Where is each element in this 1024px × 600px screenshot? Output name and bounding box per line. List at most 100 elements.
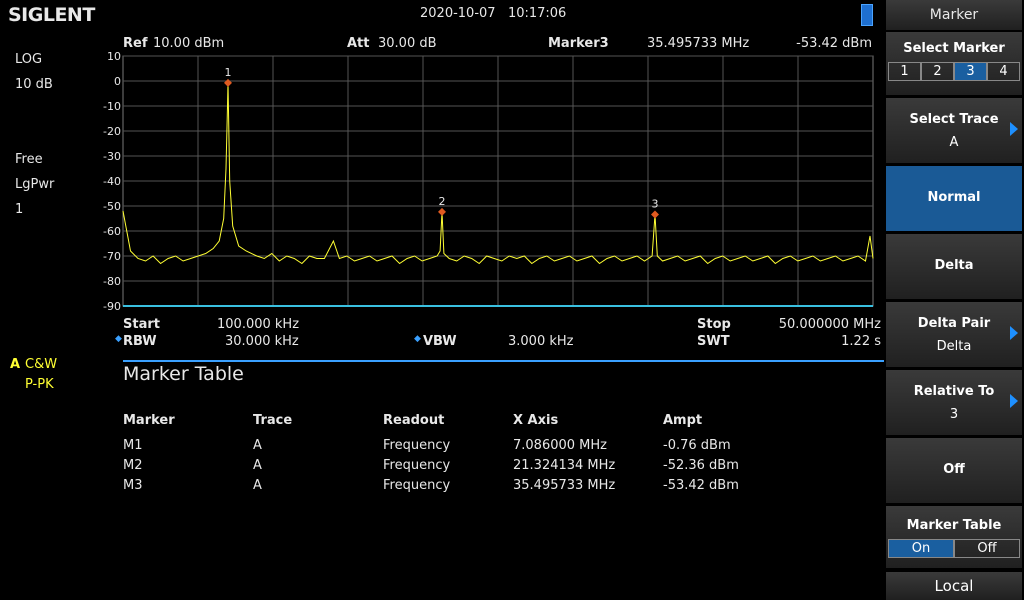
menu-title: Marker: [886, 0, 1022, 30]
table-cell: A: [253, 438, 262, 453]
scale-div: 10 dB: [15, 77, 53, 92]
delta-pair-value: Delta: [936, 339, 972, 354]
start-label: Start: [123, 317, 160, 332]
trace-id: A: [10, 357, 21, 372]
y-tick-label: -10: [103, 100, 121, 113]
marker: [651, 210, 659, 219]
column-header: X Axis: [513, 413, 559, 428]
table-cell: A: [253, 458, 262, 473]
select-trace-label: Select Trace: [909, 112, 999, 127]
vbw-label: VBW: [423, 334, 457, 349]
marker-label: 3: [652, 198, 659, 211]
table-cell: M2: [123, 458, 143, 473]
arrow: [1010, 326, 1018, 340]
y-tick-label: -70: [103, 250, 121, 263]
table-cell: 21.324134 MHz: [513, 458, 616, 473]
table-cell: M3: [123, 478, 143, 493]
marker-label: Marker3: [548, 36, 609, 51]
y-tick-label: -60: [103, 225, 121, 238]
y-tick-label: -80: [103, 275, 121, 288]
table-cell: Frequency: [383, 438, 451, 453]
marker-table-label: Marker Table: [906, 518, 1002, 533]
stop-label: Stop: [697, 317, 731, 332]
marker-option[interactable]: 2: [921, 62, 954, 81]
local[interactable]: Local: [886, 572, 1022, 600]
spectrum-plot: 10 0 -10 -20 -30 -40 -50 -60 -70 -80 -90 1 2 3: [103, 50, 874, 313]
datetime: 2020-10-07 10:17:06: [420, 6, 567, 21]
marker-ampt: -53.42 dBm: [796, 36, 872, 51]
column-header: Readout: [383, 413, 445, 428]
normal-label: Normal: [927, 190, 981, 205]
column-header: Ampt: [663, 413, 703, 428]
marker-table-toggle[interactable]: Marker Table On Off: [886, 506, 1022, 568]
y-tick-label: 0: [114, 75, 121, 88]
select-marker-label: Select Marker: [903, 41, 1005, 56]
relative-to-value: 3: [949, 407, 959, 422]
y-tick-label: -30: [103, 150, 121, 163]
vbw: 3.000 kHz: [508, 334, 574, 349]
delta-label: Delta: [934, 258, 974, 273]
marker: [224, 78, 232, 87]
swt: 1.22 s: [841, 334, 881, 349]
delta[interactable]: Delta: [886, 234, 1022, 299]
trace: [122, 82, 874, 265]
table-on[interactable]: On: [888, 539, 954, 558]
table-cell: 35.495733 MHz: [513, 478, 616, 493]
select-trace[interactable]: Select Trace A: [886, 98, 1022, 163]
delta-pair-label: Delta Pair: [917, 316, 991, 331]
rbw: 30.000 kHz: [225, 334, 299, 349]
vbw-icon: ◆: [414, 334, 421, 344]
arrow: [1010, 394, 1018, 408]
marker-option[interactable]: 3: [954, 62, 987, 81]
swt-label: SWT: [697, 334, 730, 349]
marker-option[interactable]: 1: [888, 62, 921, 81]
table-cell: 7.086000 MHz: [513, 438, 607, 453]
att: 30.00 dB: [378, 36, 437, 51]
column-header: Marker: [123, 413, 175, 428]
average: 1: [15, 202, 24, 217]
y-tick-label: -50: [103, 200, 121, 213]
marker: [438, 207, 446, 216]
select-marker[interactable]: Select Marker 1 2 3 4: [886, 32, 1022, 95]
table-off[interactable]: Off: [954, 539, 1020, 558]
table-title: Marker Table: [123, 363, 244, 385]
off[interactable]: Off: [886, 438, 1022, 503]
trace-mode: C&W: [25, 357, 58, 372]
arrow: [1010, 122, 1018, 136]
relative-to-label: Relative To: [913, 384, 995, 399]
table-cell: Frequency: [383, 458, 451, 473]
y-tick-label: -20: [103, 125, 121, 138]
y-tick-label: 10: [107, 50, 121, 63]
marker-label: 1: [225, 66, 232, 79]
att-label: Att: [347, 36, 370, 51]
table-cell: -0.76 dBm: [663, 438, 731, 453]
trigger: Free: [15, 152, 43, 167]
rbw-label: RBW: [123, 334, 157, 349]
marker-options: 1 2 3 4: [888, 62, 1020, 81]
table-cell: M1: [123, 438, 143, 453]
ref-label: Ref: [123, 36, 148, 51]
marker-label: 2: [439, 195, 446, 208]
ref: 10.00 dBm: [153, 36, 225, 51]
column-header: Trace: [253, 413, 293, 428]
y-tick-label: -40: [103, 175, 121, 188]
trace-detector: P-PK: [25, 377, 54, 392]
table-cell: A: [253, 478, 262, 493]
table-cell: -52.36 dBm: [663, 458, 739, 473]
scale-type: LOG: [15, 52, 43, 67]
marker-freq: 35.495733 MHz: [647, 36, 750, 51]
delta-pair[interactable]: Delta Pair Delta: [886, 302, 1022, 367]
relative-to[interactable]: Relative To 3: [886, 370, 1022, 435]
table-cell: -53.42 dBm: [663, 478, 739, 493]
rbw-icon: ◆: [115, 334, 122, 344]
table-cell: Frequency: [383, 478, 451, 493]
select-trace-value: A: [949, 135, 959, 150]
y-tick-label: -90: [103, 300, 121, 313]
brand: SIGLENT: [8, 4, 95, 26]
stop: 50.000000 MHz: [778, 317, 881, 332]
start: 100.000 kHz: [217, 317, 300, 332]
divider: [123, 360, 884, 362]
marker-option[interactable]: 4: [987, 62, 1020, 81]
normal[interactable]: Normal: [886, 166, 1022, 231]
